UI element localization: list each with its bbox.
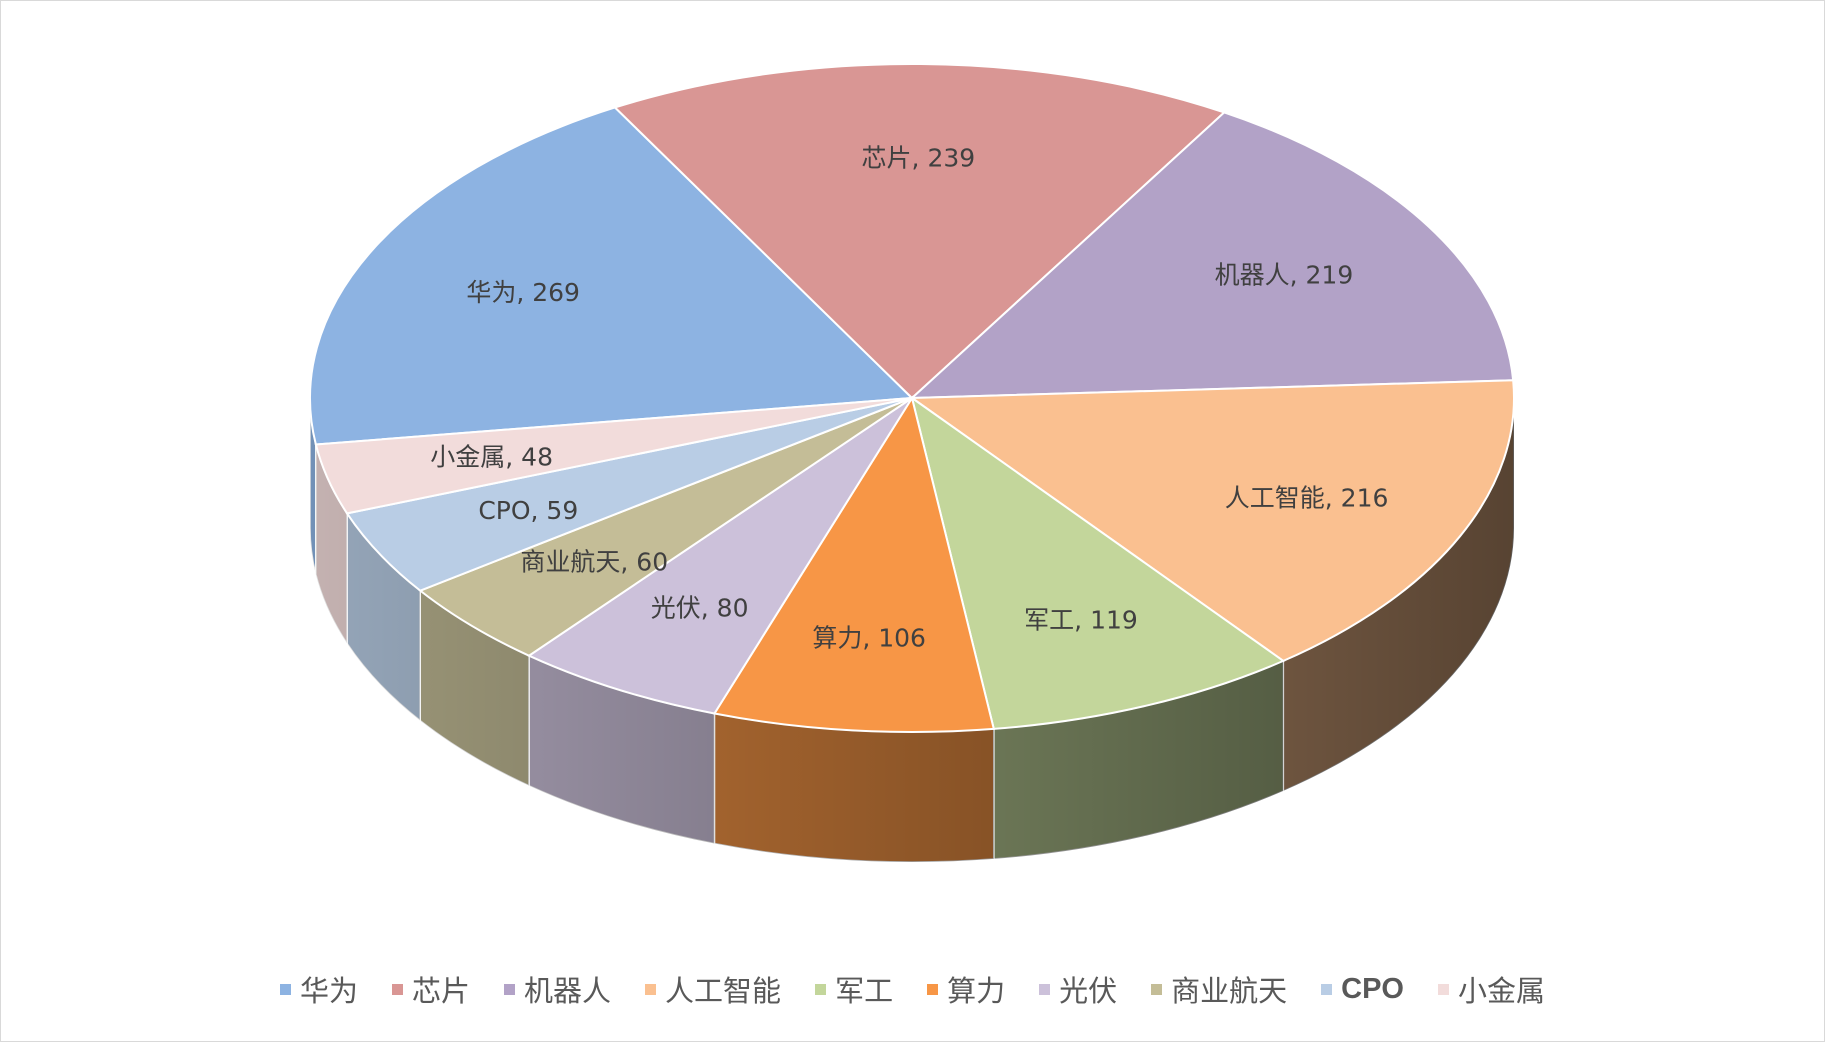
pie-slice-机器人 bbox=[909, 111, 1515, 400]
legend-swatch-算力 bbox=[927, 983, 939, 995]
legend-swatch-商业航天 bbox=[1151, 983, 1163, 995]
pie-slice-芯片 bbox=[613, 63, 1227, 400]
data-label-光伏: 光伏, 80 bbox=[651, 594, 749, 623]
legend-swatch-华为 bbox=[280, 983, 291, 995]
legend-swatch-小金属 bbox=[1437, 983, 1449, 995]
legend-item-cpo: CPO bbox=[1321, 973, 1404, 1006]
data-label-机器人: 机器人, 219 bbox=[1215, 261, 1354, 290]
legend-label-华为: 华为 bbox=[300, 974, 359, 1008]
pie-side-shading-小金属 bbox=[315, 444, 348, 644]
legend-label-机器人: 机器人 bbox=[524, 974, 612, 1008]
legend-label-商业航天: 商业航天 bbox=[1171, 974, 1288, 1008]
data-label-cpo: CPO, 59 bbox=[478, 496, 578, 525]
legend-label-算力: 算力 bbox=[947, 974, 1006, 1008]
legend-item-机器人: 机器人 bbox=[504, 968, 611, 1010]
legend-label-cpo: CPO bbox=[1341, 972, 1404, 1005]
legend-swatch-cpo bbox=[1321, 983, 1333, 995]
pie-side-shading-军工 bbox=[993, 660, 1284, 859]
pie-slice-小金属 bbox=[314, 397, 913, 515]
data-label-商业航天: 商业航天, 60 bbox=[520, 548, 668, 577]
pie-side-shading-算力 bbox=[714, 713, 994, 862]
pie-data-labels: 华为, 269 芯片, 239 机器人, 219 人工智能, 216 军工, 119 算力… bbox=[430, 144, 1388, 653]
legend-swatch-光伏 bbox=[1039, 983, 1051, 995]
legend-label-军工: 军工 bbox=[835, 974, 894, 1008]
data-label-算力: 算力, 106 bbox=[812, 623, 926, 652]
pie-side-walls bbox=[309, 397, 1515, 863]
pie-slice-军工 bbox=[910, 395, 1286, 730]
data-label-军工: 军工, 119 bbox=[1024, 605, 1138, 634]
legend-item-人工智能: 人工智能 bbox=[645, 968, 781, 1010]
pie-slice-华为 bbox=[309, 106, 915, 446]
legend-item-商业航天: 商业航天 bbox=[1151, 968, 1287, 1010]
legend-item-光伏: 光伏 bbox=[1039, 968, 1117, 1010]
data-label-芯片: 芯片, 239 bbox=[862, 144, 976, 173]
legend-swatch-机器人 bbox=[504, 983, 516, 995]
pie-slice-光伏 bbox=[526, 397, 913, 715]
legend-item-华为: 华为 bbox=[280, 968, 358, 1010]
pie-side-shading-光伏 bbox=[528, 655, 715, 844]
data-label-小金属: 小金属, 48 bbox=[430, 443, 553, 472]
legend-swatch-军工 bbox=[815, 983, 827, 995]
pie-slice-人工智能 bbox=[908, 379, 1515, 663]
legend-item-小金属: 小金属 bbox=[1437, 968, 1545, 1010]
pie-slice-算力 bbox=[712, 395, 996, 733]
legend-item-芯片: 芯片 bbox=[392, 968, 470, 1010]
pie-slices bbox=[309, 63, 1515, 733]
pie-side-shading-人工智能 bbox=[1283, 398, 1514, 791]
pie-side-shading-cpo bbox=[347, 513, 421, 721]
chart-legend: 华为 芯片 机器人 人工智能 军工 算力 光伏 商业航天 CPO 小金属 bbox=[0, 968, 1825, 1010]
pie-side-shading-商业航天 bbox=[420, 590, 529, 786]
legend-item-算力: 算力 bbox=[927, 968, 1005, 1010]
legend-label-光伏: 光伏 bbox=[1059, 974, 1118, 1008]
legend-swatch-芯片 bbox=[392, 983, 404, 995]
legend-label-芯片: 芯片 bbox=[412, 974, 471, 1008]
legend-item-军工: 军工 bbox=[815, 968, 893, 1010]
legend-swatch-人工智能 bbox=[645, 983, 657, 995]
legend-label-人工智能: 人工智能 bbox=[665, 974, 782, 1008]
data-label-华为: 华为, 269 bbox=[466, 278, 580, 307]
legend-label-小金属: 小金属 bbox=[1457, 974, 1545, 1008]
data-label-人工智能: 人工智能, 216 bbox=[1225, 483, 1389, 512]
